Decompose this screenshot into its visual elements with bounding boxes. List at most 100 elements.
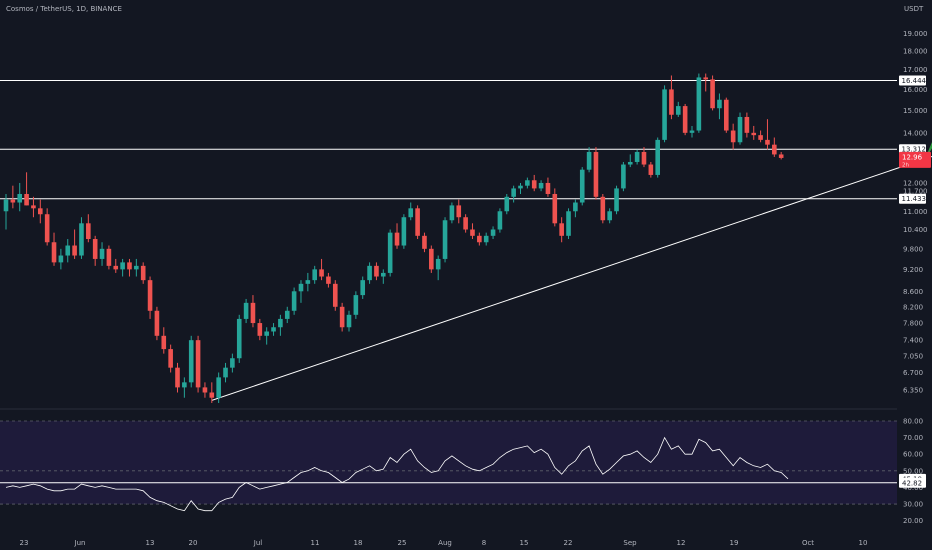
- candle-body: [278, 318, 283, 328]
- current-price-countdown: 2h: [902, 162, 909, 168]
- candle: [202, 382, 208, 398]
- candle: [353, 291, 359, 319]
- rsi-tick-label: 70.00: [903, 434, 923, 442]
- candle: [332, 280, 338, 311]
- candle-body: [147, 280, 153, 311]
- candle: [778, 151, 784, 160]
- candle-body: [545, 182, 551, 194]
- candle-body: [387, 232, 393, 273]
- candle: [655, 137, 660, 178]
- candle: [470, 223, 475, 240]
- candle: [552, 188, 558, 227]
- candle-body: [17, 193, 23, 203]
- price-tick-label: 6.700: [903, 369, 923, 377]
- trendline[interactable]: [211, 150, 932, 401]
- rsi-pane[interactable]: [0, 420, 897, 512]
- candle: [483, 232, 489, 246]
- candle-body: [195, 340, 201, 388]
- candle: [449, 202, 455, 224]
- candle-body: [689, 130, 695, 133]
- candle: [250, 295, 256, 328]
- candle-body: [44, 214, 50, 243]
- candle-body: [154, 310, 160, 336]
- candle: [175, 362, 180, 393]
- level-tag: [899, 75, 926, 86]
- level-tag: [899, 144, 926, 155]
- candle: [305, 272, 311, 292]
- candle: [682, 103, 688, 136]
- candle-body: [490, 229, 496, 236]
- candle-body: [662, 89, 667, 140]
- candle-body: [593, 151, 599, 197]
- price-tick-label: 11.000: [903, 208, 928, 216]
- candle-body: [51, 242, 57, 263]
- candle: [284, 306, 290, 324]
- price-tick-label: 17.000: [903, 66, 928, 74]
- candle-body: [182, 382, 187, 388]
- rsi-band: [0, 420, 897, 505]
- axis-unit: USDT: [904, 5, 924, 13]
- candle: [586, 147, 592, 173]
- time-tick-label: Jul: [253, 539, 263, 547]
- current-price-tag: [899, 151, 931, 168]
- candle: [662, 85, 667, 143]
- rsi-tick-label: 50.00: [903, 467, 923, 475]
- candle: [257, 318, 263, 341]
- candle: [291, 287, 297, 315]
- symbol-info: Cosmos / TetherUS, 1D, BINANCE: [6, 5, 122, 13]
- candle-body: [442, 220, 448, 259]
- candle: [326, 272, 331, 288]
- candle: [44, 208, 50, 246]
- candle-body: [531, 180, 537, 189]
- candle-body: [271, 327, 276, 332]
- candle-body: [284, 310, 290, 319]
- candle: [573, 199, 578, 218]
- candle: [312, 265, 317, 284]
- candle: [51, 232, 57, 266]
- price-tick-label: 7.400: [903, 337, 923, 345]
- price-tick-label: 7.800: [903, 320, 923, 328]
- candle-body: [243, 302, 249, 319]
- candle: [593, 147, 599, 200]
- candle: [113, 258, 119, 273]
- candle-body: [127, 262, 132, 270]
- candle-body: [627, 161, 633, 165]
- candle: [669, 75, 674, 120]
- axes: 6.350 6.700 7.050 7.400 7.800 8.200 8.600 9.200…: [0, 30, 931, 547]
- candle-body: [305, 280, 311, 284]
- candle: [600, 193, 606, 224]
- price-tick-label: 6.350: [903, 386, 923, 394]
- time-tick-label: 18: [354, 539, 363, 547]
- time-tick-label: Oct: [802, 539, 814, 547]
- candle: [134, 258, 139, 277]
- candle-body: [188, 340, 194, 383]
- candle-body: [648, 164, 654, 175]
- candle: [223, 362, 228, 383]
- candle: [10, 185, 16, 209]
- candle-body: [470, 229, 475, 236]
- candle: [490, 226, 496, 240]
- candle-body: [497, 211, 503, 230]
- price-tick-label: 14.000: [903, 129, 928, 137]
- candle-body: [140, 265, 146, 281]
- level-tag-label: 11.433: [902, 195, 927, 203]
- candle: [511, 185, 516, 203]
- price-tick-label: 15.000: [903, 107, 928, 115]
- candle-body: [669, 89, 674, 115]
- candle-body: [10, 199, 16, 203]
- candle: [634, 149, 640, 165]
- candle-body: [751, 132, 757, 136]
- level-tag: [899, 193, 926, 204]
- rsi-tick-label: 30.00: [903, 501, 923, 509]
- rsi-line[interactable]: [5, 436, 789, 512]
- candle: [360, 276, 366, 299]
- candle-body: [538, 182, 544, 189]
- level-tag-label: 16.444: [902, 77, 927, 85]
- rsi-tick-label: 80.00: [903, 417, 923, 425]
- price-tick-label: 9.800: [903, 245, 923, 253]
- candle-body: [216, 377, 221, 398]
- price-pane[interactable]: [0, 58, 932, 403]
- candle-body: [120, 262, 125, 270]
- candle: [99, 242, 105, 266]
